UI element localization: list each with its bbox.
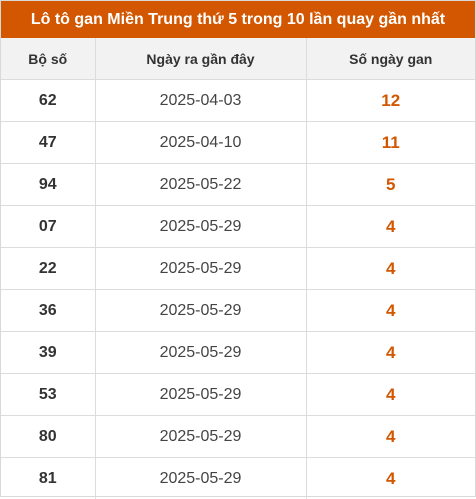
cell-bo-so: 94 [1, 164, 95, 206]
table-header-row: Bộ số Ngày ra gần đây Số ngày gan [1, 38, 475, 80]
cell-bo-so: 80 [1, 416, 95, 458]
table-title: Lô tô gan Miền Trung thứ 5 trong 10 lần … [1, 1, 475, 38]
cell-so-ngay-gan: 4 [306, 248, 475, 290]
table-row: 39 2025-05-29 4 [1, 332, 475, 374]
cell-so-ngay-gan: 4 [306, 290, 475, 332]
table-row: 80 2025-05-29 4 [1, 416, 475, 458]
cell-bo-so: 22 [1, 248, 95, 290]
cell-so-ngay-gan: 5 [306, 164, 475, 206]
cell-so-ngay-gan: 4 [306, 206, 475, 248]
column-header-bo-so: Bộ số [1, 38, 95, 80]
cell-so-ngay-gan: 4 [306, 458, 475, 499]
table-row: 07 2025-05-29 4 [1, 206, 475, 248]
cell-ngay-ra: 2025-04-10 [95, 122, 306, 164]
column-header-ngay-ra: Ngày ra gần đây [95, 38, 306, 80]
cell-ngay-ra: 2025-04-03 [95, 80, 306, 122]
cell-ngay-ra: 2025-05-29 [95, 458, 306, 499]
cell-bo-so: 39 [1, 332, 95, 374]
lo-gan-table: Bộ số Ngày ra gần đây Số ngày gan 62 202… [1, 38, 475, 499]
cell-ngay-ra: 2025-05-22 [95, 164, 306, 206]
table-row: 62 2025-04-03 12 [1, 80, 475, 122]
cell-so-ngay-gan: 11 [306, 122, 475, 164]
table-row: 36 2025-05-29 4 [1, 290, 475, 332]
cell-bo-so: 36 [1, 290, 95, 332]
cell-so-ngay-gan: 4 [306, 416, 475, 458]
cell-bo-so: 81 [1, 458, 95, 499]
cell-ngay-ra: 2025-05-29 [95, 248, 306, 290]
table-row: 22 2025-05-29 4 [1, 248, 475, 290]
cell-bo-so: 47 [1, 122, 95, 164]
cell-ngay-ra: 2025-05-29 [95, 290, 306, 332]
cell-ngay-ra: 2025-05-29 [95, 416, 306, 458]
cell-bo-so: 07 [1, 206, 95, 248]
table-row: 81 2025-05-29 4 [1, 458, 475, 499]
cell-so-ngay-gan: 4 [306, 374, 475, 416]
cell-bo-so: 62 [1, 80, 95, 122]
column-header-so-ngay-gan: Số ngày gan [306, 38, 475, 80]
table-row: 94 2025-05-22 5 [1, 164, 475, 206]
cell-so-ngay-gan: 4 [306, 332, 475, 374]
cell-so-ngay-gan: 12 [306, 80, 475, 122]
cell-ngay-ra: 2025-05-29 [95, 206, 306, 248]
table-row: 53 2025-05-29 4 [1, 374, 475, 416]
cell-bo-so: 53 [1, 374, 95, 416]
cell-ngay-ra: 2025-05-29 [95, 332, 306, 374]
cell-ngay-ra: 2025-05-29 [95, 374, 306, 416]
table-row: 47 2025-04-10 11 [1, 122, 475, 164]
